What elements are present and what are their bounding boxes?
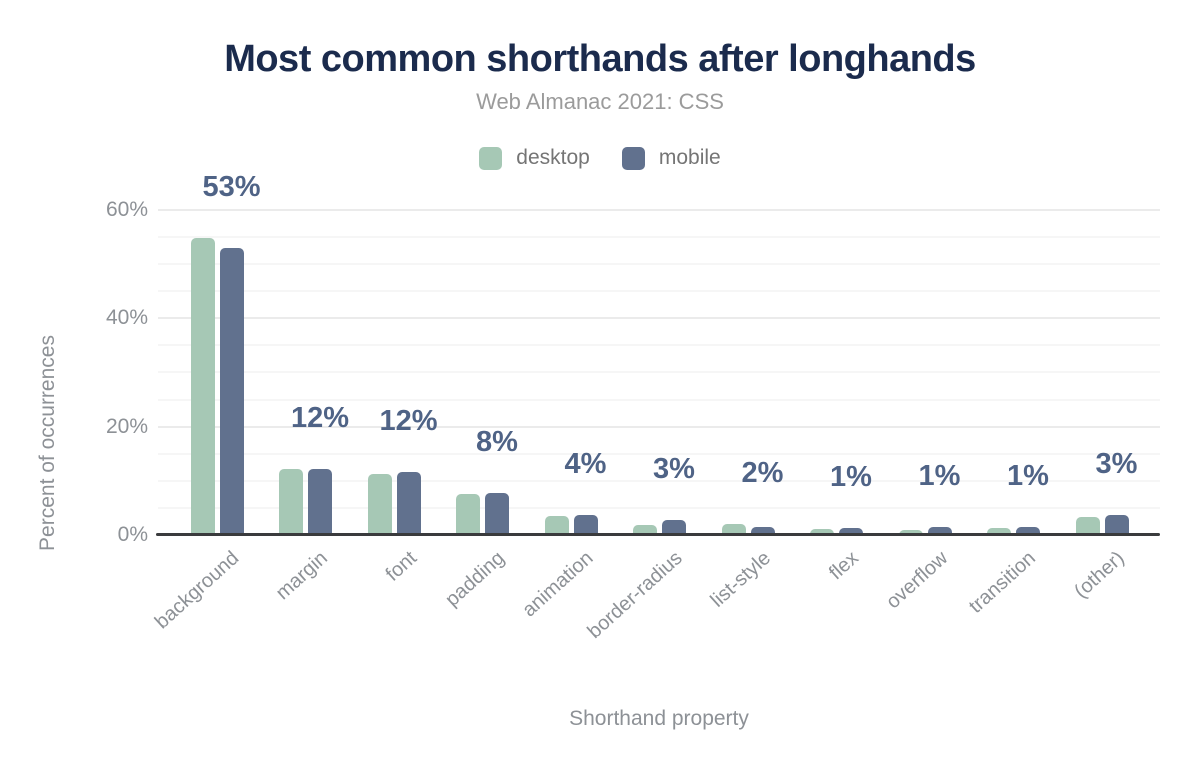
x-tick-font: font bbox=[381, 547, 421, 586]
x-tick-list-style: list-style bbox=[706, 547, 775, 612]
bar-mobile-padding bbox=[485, 493, 509, 535]
bar-desktop-border-radius bbox=[633, 524, 657, 535]
bar-value-label-background: 53% bbox=[202, 170, 261, 203]
minor-gridline bbox=[158, 371, 1160, 374]
bar-desktop-animation bbox=[544, 516, 569, 535]
x-tick-flex: flex bbox=[825, 547, 864, 585]
minor-gridline bbox=[158, 290, 1160, 293]
bar-mobile-list-style bbox=[750, 526, 775, 535]
bar-value-label-flex: 1% bbox=[830, 460, 872, 493]
bar-desktop-padding bbox=[456, 493, 480, 535]
bar-value-label-list-style: 2% bbox=[741, 457, 784, 490]
x-axis-title: Shorthand property bbox=[569, 707, 749, 730]
bar-value-label-font: 12% bbox=[379, 404, 438, 437]
chart-title: Most common shorthands after longhands bbox=[224, 38, 976, 80]
minor-gridline bbox=[158, 235, 1160, 238]
legend-label-desktop: desktop bbox=[516, 146, 590, 169]
bar-mobile-(other) bbox=[1104, 515, 1129, 535]
bar-value-label-margin: 12% bbox=[290, 401, 350, 434]
x-tick-background: background bbox=[151, 547, 244, 634]
y-tick-60: 60% bbox=[105, 197, 148, 221]
y-tick-20: 20% bbox=[105, 414, 148, 438]
bar-mobile-border-radius bbox=[662, 519, 686, 535]
bar-desktop-(other) bbox=[1075, 516, 1100, 535]
minor-gridline bbox=[158, 344, 1160, 347]
y-tick-0: 0% bbox=[117, 523, 148, 546]
legend-swatch-icon-desktop bbox=[479, 146, 503, 170]
x-axis-line bbox=[156, 533, 1160, 536]
x-tick-border-radius: border-radius bbox=[583, 547, 687, 643]
chart-subtitle: Web Almanac 2021: CSS bbox=[476, 89, 724, 114]
bar-mobile-transition bbox=[1016, 527, 1040, 535]
bar-desktop-margin bbox=[279, 469, 303, 535]
bar-mobile-font bbox=[396, 471, 421, 535]
bar-mobile-animation bbox=[573, 515, 598, 535]
x-tick-overflow: overflow bbox=[881, 547, 952, 614]
legend-swatch-icon-mobile bbox=[621, 146, 645, 170]
bar-value-label-border-radius: 3% bbox=[653, 452, 695, 485]
bar-value-label-overflow: 1% bbox=[918, 459, 961, 492]
minor-gridline bbox=[158, 506, 1160, 509]
major-gridline bbox=[158, 317, 1160, 320]
minor-gridline bbox=[158, 479, 1160, 482]
legend-item-desktop: desktop bbox=[479, 146, 590, 170]
x-tick-padding: padding bbox=[441, 547, 510, 611]
bar-value-label-transition: 1% bbox=[1007, 460, 1049, 493]
bar-value-label-(other): 3% bbox=[1095, 448, 1138, 481]
x-tick-margin: margin bbox=[272, 547, 333, 605]
major-gridline bbox=[158, 208, 1160, 211]
minor-gridline bbox=[158, 452, 1160, 455]
minor-gridline bbox=[158, 398, 1160, 401]
bar-mobile-overflow bbox=[927, 526, 952, 535]
x-tick-transition: transition bbox=[965, 547, 1041, 618]
x-tick-(other): (other) bbox=[1070, 547, 1129, 603]
bar-desktop-font bbox=[367, 474, 392, 535]
legend-label-mobile: mobile bbox=[658, 146, 721, 169]
bar-mobile-flex bbox=[839, 527, 863, 535]
bar-desktop-flex bbox=[810, 529, 834, 535]
x-tick-animation: animation bbox=[518, 547, 598, 622]
y-tick-40: 40% bbox=[105, 306, 148, 330]
major-gridline bbox=[158, 425, 1160, 428]
bar-mobile-margin bbox=[308, 468, 332, 535]
bar-value-label-animation: 4% bbox=[564, 448, 607, 481]
bar-mobile-background bbox=[219, 247, 244, 535]
legend-item-mobile: mobile bbox=[621, 146, 721, 170]
bar-desktop-overflow bbox=[898, 529, 923, 535]
bar-desktop-background bbox=[190, 237, 215, 535]
bar-desktop-transition bbox=[987, 527, 1011, 535]
bar-value-label-padding: 8% bbox=[476, 426, 518, 459]
minor-gridline bbox=[158, 263, 1160, 265]
bar-desktop-list-style bbox=[721, 524, 746, 535]
legend: desktop mobile bbox=[0, 146, 1200, 170]
